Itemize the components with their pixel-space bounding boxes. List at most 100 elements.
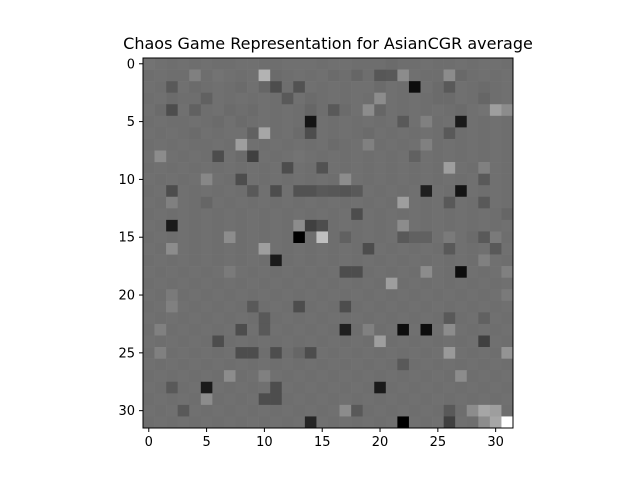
- heatmap-cell: [143, 381, 155, 394]
- heatmap-cell: [443, 104, 456, 117]
- heatmap-cell: [374, 115, 387, 128]
- heatmap-cell: [489, 138, 502, 151]
- heatmap-cell: [478, 138, 491, 151]
- heatmap-cell: [397, 69, 410, 82]
- heatmap-cell: [177, 277, 190, 290]
- heatmap-cell: [408, 289, 421, 302]
- heatmap-cell: [143, 347, 155, 359]
- heatmap-cell: [316, 254, 329, 267]
- heatmap-cell: [212, 323, 225, 336]
- heatmap-cell: [489, 127, 502, 140]
- heatmap-cell: [455, 81, 468, 93]
- heatmap-cell: [235, 347, 248, 359]
- heatmap-cell: [408, 196, 421, 209]
- heatmap-cell: [293, 266, 306, 278]
- heatmap-cell: [166, 104, 178, 117]
- heatmap-cell: [154, 150, 167, 163]
- heatmap-cell: [247, 208, 259, 221]
- heatmap-cell: [420, 231, 433, 244]
- heatmap-cell: [374, 370, 387, 383]
- heatmap-cell: [281, 254, 294, 267]
- heatmap-cell: [143, 127, 155, 140]
- heatmap-cell: [397, 312, 410, 325]
- heatmap-cell: [466, 393, 479, 406]
- heatmap-cell: [154, 138, 167, 151]
- heatmap-cell: [212, 381, 225, 394]
- heatmap-cell: [362, 404, 375, 417]
- heatmap-cell: [281, 393, 294, 406]
- heatmap-cell: [258, 277, 271, 290]
- heatmap-cell: [328, 219, 340, 232]
- heatmap-cell: [478, 370, 491, 383]
- heatmap-cell: [374, 196, 387, 209]
- heatmap-cell: [351, 312, 363, 325]
- heatmap-cell: [455, 92, 468, 105]
- heatmap-cell: [385, 277, 398, 290]
- heatmap-cell: [328, 173, 340, 186]
- heatmap-cell: [293, 300, 306, 313]
- heatmap-cell: [143, 335, 155, 348]
- heatmap-cell: [501, 138, 514, 151]
- heatmap-cell: [200, 219, 213, 232]
- heatmap-cell: [223, 323, 236, 336]
- heatmap-cell: [466, 347, 479, 359]
- heatmap-cell: [154, 115, 167, 128]
- heatmap-cell: [247, 312, 259, 325]
- heatmap-cell: [166, 254, 178, 267]
- heatmap-cell: [200, 266, 213, 278]
- heatmap-cell: [362, 266, 375, 278]
- heatmap-cell: [385, 300, 398, 313]
- heatmap-cell: [397, 115, 410, 128]
- heatmap-cell: [166, 92, 178, 105]
- heatmap-cell: [455, 323, 468, 336]
- heatmap-cell: [351, 393, 363, 406]
- heatmap-cell: [374, 185, 387, 198]
- heatmap-cell: [177, 335, 190, 348]
- heatmap-cell: [189, 312, 202, 325]
- heatmap-cell: [466, 404, 479, 417]
- heatmap-cell: [270, 208, 283, 221]
- x-tick-label: 5: [202, 435, 210, 450]
- heatmap-cell: [478, 300, 491, 313]
- heatmap-cell: [455, 404, 468, 417]
- heatmap-cell: [200, 150, 213, 163]
- heatmap-cell: [270, 312, 283, 325]
- heatmap-cell: [328, 393, 340, 406]
- heatmap-cell: [316, 289, 329, 302]
- heatmap-cell: [281, 185, 294, 198]
- heatmap-cell: [362, 58, 375, 70]
- heatmap-cell: [212, 115, 225, 128]
- heatmap-cell: [223, 358, 236, 371]
- heatmap-cell: [212, 266, 225, 278]
- heatmap-cell: [304, 370, 317, 383]
- heatmap-cell: [339, 254, 352, 267]
- heatmap-cell: [455, 115, 468, 128]
- heatmap-cell: [489, 266, 502, 278]
- heatmap-cell: [408, 416, 421, 429]
- heatmap-cell: [443, 370, 456, 383]
- heatmap-cell: [189, 243, 202, 255]
- heatmap-cell: [362, 416, 375, 429]
- heatmap-cell: [466, 58, 479, 70]
- heatmap-cell: [339, 104, 352, 117]
- heatmap-cell: [177, 127, 190, 140]
- heatmap-cell: [316, 393, 329, 406]
- heatmap-cell: [501, 370, 514, 383]
- heatmap-cell: [189, 173, 202, 186]
- heatmap-cell: [200, 185, 213, 198]
- heatmap-cell: [328, 300, 340, 313]
- heatmap-cell: [212, 173, 225, 186]
- heatmap-cell: [189, 404, 202, 417]
- heatmap-cell: [362, 393, 375, 406]
- heatmap-cell: [339, 173, 352, 186]
- heatmap-cell: [247, 92, 259, 105]
- heatmap-cell: [304, 312, 317, 325]
- heatmap-cell: [489, 69, 502, 82]
- heatmap-cell: [189, 162, 202, 174]
- heatmap-cell: [374, 323, 387, 336]
- heatmap-cell: [177, 208, 190, 221]
- heatmap-cell: [501, 404, 514, 417]
- y-tick-label: 5: [127, 115, 135, 130]
- heatmap-cell: [143, 150, 155, 163]
- heatmap-cell: [362, 104, 375, 117]
